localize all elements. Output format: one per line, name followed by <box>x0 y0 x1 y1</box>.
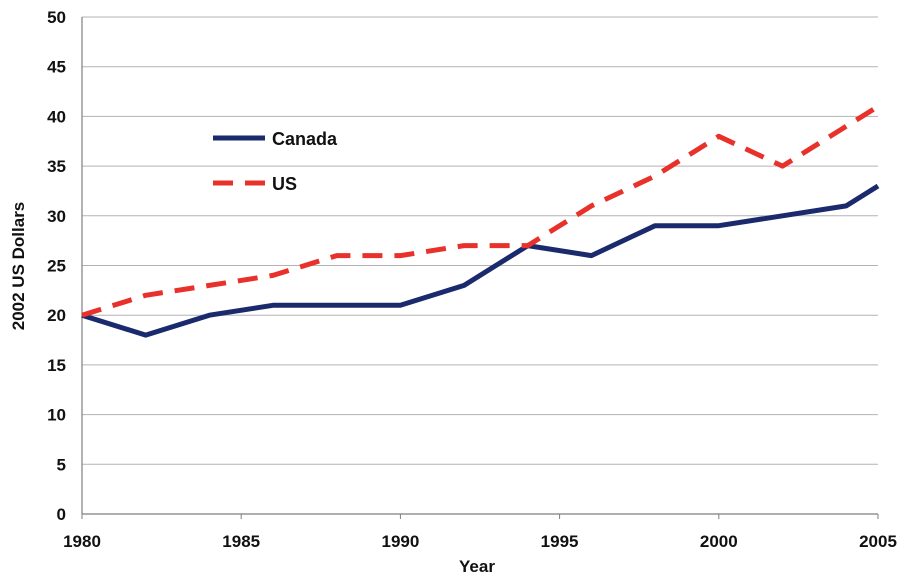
y-tick-label: 35 <box>47 157 66 176</box>
x-tick-label: 2005 <box>859 532 897 551</box>
legend-label-canada: Canada <box>272 129 338 149</box>
x-tick-label: 1985 <box>222 532 260 551</box>
y-tick-label: 20 <box>47 306 66 325</box>
y-tick-label: 5 <box>57 455 66 474</box>
y-tick-label: 40 <box>47 107 66 126</box>
y-tick-label: 30 <box>47 207 66 226</box>
y-tick-label: 25 <box>47 257 66 276</box>
y-tick-label: 45 <box>47 58 66 77</box>
legend: Canada US <box>213 129 338 194</box>
x-tick-label: 2000 <box>700 532 738 551</box>
x-tick-label: 1990 <box>381 532 419 551</box>
y-tick-label: 0 <box>57 505 66 524</box>
x-tick-label: 1995 <box>541 532 579 551</box>
axes <box>81 17 879 519</box>
y-tick-labels: 0 5 10 15 20 25 30 35 40 45 50 <box>47 8 66 524</box>
x-tick-label: 1980 <box>63 532 101 551</box>
series-line-us <box>81 104 880 318</box>
x-tick-labels: 1980 1985 1990 1995 2000 2005 <box>63 532 897 551</box>
series-line-canada <box>81 183 880 338</box>
legend-label-us: US <box>272 174 297 194</box>
y-tick-label: 10 <box>47 406 66 425</box>
y-tick-label: 50 <box>47 8 66 27</box>
gridlines <box>82 16 878 465</box>
x-axis-title: Year <box>459 557 495 576</box>
y-axis-title: 2002 US Dollars <box>9 202 28 331</box>
series-lines <box>81 104 880 338</box>
y-tick-label: 15 <box>47 356 66 375</box>
